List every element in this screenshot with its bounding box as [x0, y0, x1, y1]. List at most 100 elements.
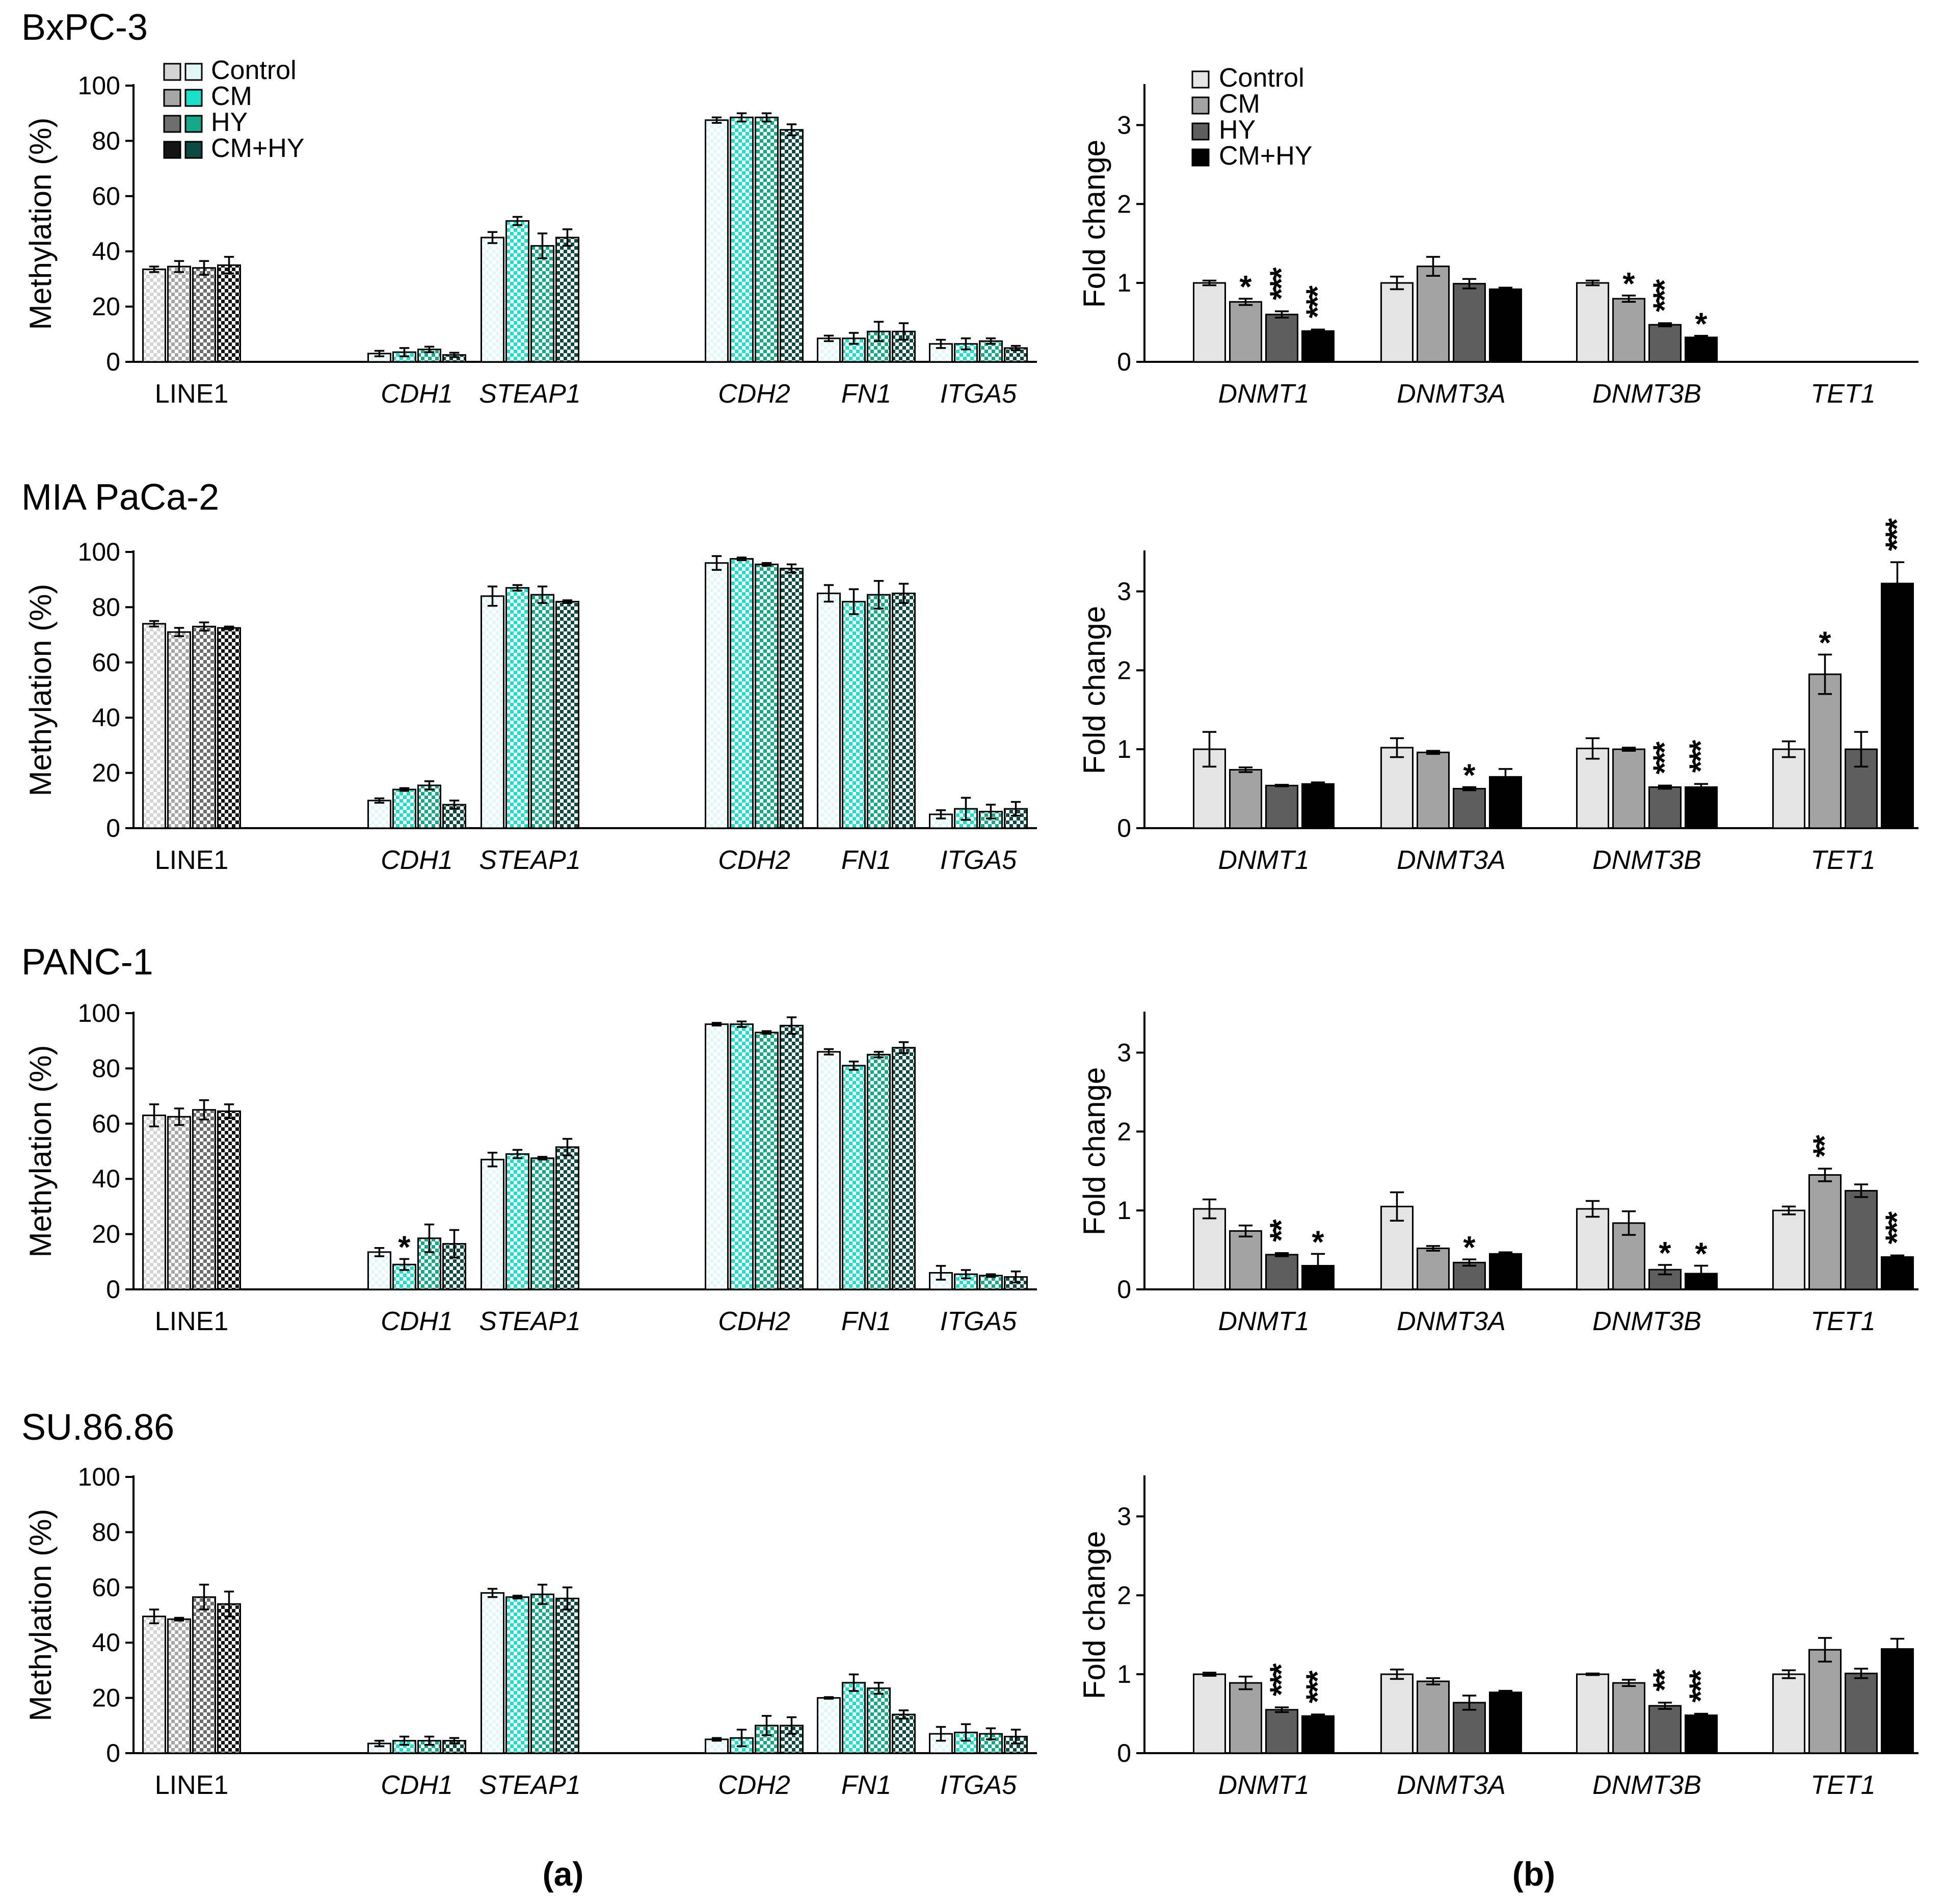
- bar-group-itga5: [929, 1265, 1028, 1290]
- y-tick-label: 3: [1117, 1502, 1131, 1530]
- error-bar-dnmt3b-cm-hy: [1694, 783, 1709, 791]
- error-bar-line1-control: [149, 620, 159, 628]
- error-bar-dnmt3a-cm: [1426, 750, 1441, 755]
- legend-swatch: [1191, 148, 1210, 167]
- bar-line1-cm-hy: [217, 627, 241, 829]
- bar-dnmt1-hy: [1265, 1254, 1298, 1290]
- error-bar-steap1-hy: [537, 1583, 548, 1605]
- error-bar-steap1-cm: [512, 1595, 523, 1600]
- bar-cdh2-cm-hy: [780, 129, 804, 363]
- bar-fn1-hy: [867, 1053, 891, 1290]
- y-tick-label: 1: [1117, 1660, 1131, 1688]
- error-bar-fn1-cm-hy: [898, 1709, 909, 1720]
- bar-tet1-control: [1772, 748, 1805, 829]
- error-bar-dnmt3a-control: [1390, 1669, 1404, 1680]
- error-bar-fn1-hy: [873, 580, 884, 610]
- category-label-cdh2: CDH2: [718, 1307, 790, 1336]
- bar-steap1-hy: [530, 245, 554, 363]
- significance-marker: *: [1659, 1236, 1671, 1271]
- error-bar-cdh1-control: [374, 1739, 385, 1748]
- category-label-tet1: TET1: [1810, 1770, 1875, 1800]
- error-bar-steap1-control: [487, 1588, 498, 1598]
- bar-line1-hy: [192, 1596, 216, 1754]
- bar-dnmt1-control: [1193, 1208, 1226, 1290]
- y-tick-label: 40: [92, 237, 120, 266]
- category-label-itga5: ITGA5: [940, 845, 1017, 875]
- category-label-dnmt3b: DNMT3B: [1592, 1770, 1701, 1800]
- error-bar-fn1-hy: [873, 1051, 884, 1059]
- error-bar-steap1-cm: [512, 1149, 523, 1159]
- y-tick-label: 100: [78, 999, 120, 1027]
- bar-cdh2-cm: [730, 558, 754, 829]
- legend-item-hy: HY: [1191, 115, 1256, 145]
- category-label-cdh1: CDH1: [381, 1770, 453, 1800]
- bar-group-dnmt3a: [1380, 737, 1522, 829]
- error-bar-dnmt1-cm: [1238, 766, 1253, 773]
- y-tick-label: 20: [92, 293, 120, 321]
- category-label-dnmt3a: DNMT3A: [1397, 845, 1506, 875]
- error-bar-cdh1-cm: [399, 1735, 410, 1746]
- y-tick-label: 1: [1117, 1196, 1131, 1225]
- error-bar-dnmt3a-cm: [1426, 1677, 1441, 1686]
- bar-cdh2-cm: [730, 116, 754, 363]
- y-tick-label: 80: [92, 126, 120, 155]
- bar-cdh1-control: [367, 1251, 391, 1290]
- bar-dnmt3b-hy: [1648, 786, 1682, 829]
- cell-line-title: BxPC-3: [21, 7, 148, 48]
- bar-dnmt1-cm-hy: [1301, 1715, 1335, 1754]
- bar-dnmt3a-control: [1380, 747, 1414, 829]
- bar-line1-cm-hy: [217, 1603, 241, 1754]
- category-label-line1: LINE1: [155, 845, 229, 875]
- error-bar-cdh2-hy: [761, 1030, 772, 1035]
- bar-group-tet1: [1772, 1637, 1914, 1754]
- bar-group-dnmt1: [1193, 731, 1335, 829]
- bar-tet1-cm: [1808, 1649, 1842, 1754]
- bar-line1-cm: [167, 266, 191, 363]
- error-bar-dnmt1-hy: [1274, 1252, 1289, 1257]
- legend-swatch: [1191, 70, 1210, 89]
- y-tick-label: 3: [1117, 577, 1131, 605]
- error-bar-dnmt3b-cm: [1621, 747, 1636, 752]
- significance-dnmt3b-cm-hy: ***: [1684, 739, 1719, 773]
- legend-label: Control: [1219, 63, 1304, 93]
- error-bar-itga5-hy: [985, 1727, 996, 1740]
- error-bar-cdh1-control: [374, 797, 385, 804]
- bar-fn1-cm-hy: [892, 1713, 916, 1754]
- error-bar-itga5-control: [936, 1726, 946, 1742]
- error-bar-fn1-cm-hy: [898, 1041, 909, 1054]
- bar-group-dnmt3b: [1576, 737, 1718, 829]
- error-bar-cdh1-cm-hy: [449, 800, 460, 810]
- significance-marker: **: [1264, 1219, 1299, 1242]
- error-bar-tet1-cm-hy: [1890, 1637, 1905, 1660]
- error-bar-dnmt3a-hy: [1462, 1695, 1477, 1711]
- bar-fn1-control: [817, 337, 841, 363]
- bar-dnmt3a-cm-hy: [1489, 1691, 1522, 1754]
- bar-cdh2-cm-hy: [780, 1024, 804, 1290]
- error-bar-dnmt3a-hy: [1462, 786, 1477, 791]
- significance-marker: *: [1819, 625, 1831, 660]
- significance-dnmt1-cm-hy: ***: [1300, 285, 1336, 318]
- error-bar-steap1-cm-hy: [562, 1138, 573, 1156]
- y-tick-label: 2: [1117, 1117, 1131, 1146]
- bar-tet1-cm-hy: [1881, 1648, 1914, 1754]
- error-bar-fn1-control: [823, 1696, 834, 1700]
- error-bar-dnmt1-cm-hy: [1311, 1253, 1325, 1279]
- error-bar-cdh1-cm: [399, 347, 410, 357]
- bar-dnmt3b-control: [1576, 1673, 1609, 1754]
- bar-group-fn1: [817, 1041, 916, 1290]
- error-bar-dnmt3b-cm: [1621, 295, 1636, 303]
- error-bar-fn1-cm: [848, 588, 859, 615]
- bar-group-dnmt3a: [1380, 256, 1522, 363]
- category-label-dnmt1: DNMT1: [1218, 845, 1309, 875]
- bar-dnmt1-cm: [1229, 301, 1262, 363]
- cell-line-title: MIA PaCa-2: [21, 477, 219, 518]
- error-bar-itga5-cm: [961, 1723, 971, 1742]
- significance-marker: **: [1647, 1669, 1683, 1691]
- significance-marker: ***: [1300, 285, 1336, 318]
- error-bar-fn1-cm: [848, 332, 859, 345]
- y-tick-label: 80: [92, 1054, 120, 1082]
- bar-steap1-control: [481, 236, 504, 363]
- significance-dnmt1-hy: ***: [1264, 267, 1299, 300]
- bar-dnmt3b-control: [1576, 748, 1609, 829]
- bar-group-cdh1: [367, 780, 466, 829]
